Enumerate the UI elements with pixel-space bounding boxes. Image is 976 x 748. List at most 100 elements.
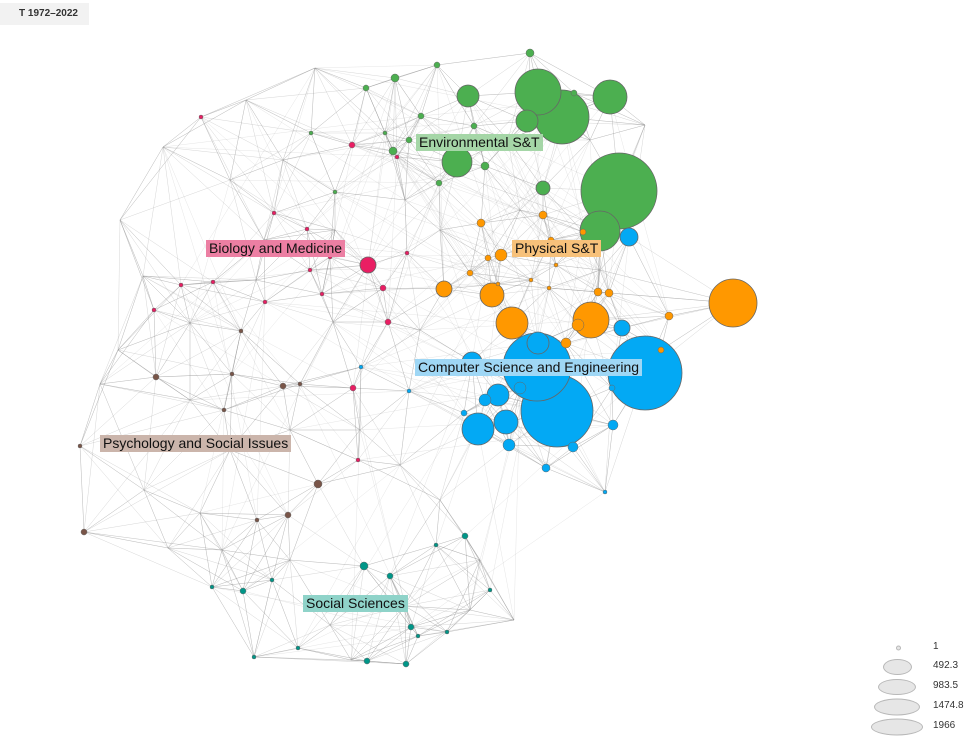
network-edge	[500, 209, 521, 256]
network-node-env	[592, 79, 628, 115]
network-edge	[282, 159, 308, 230]
network-edge	[410, 589, 491, 628]
network-edge	[282, 159, 336, 231]
legend-label: 1966	[933, 720, 956, 731]
network-edge	[367, 264, 389, 323]
network-edge	[240, 330, 301, 385]
network-edge	[365, 87, 386, 134]
network-edge	[351, 87, 367, 146]
network-edge	[321, 132, 386, 295]
network-edge	[500, 214, 544, 256]
network-edge	[245, 99, 406, 201]
network-node-soc	[363, 657, 371, 665]
network-edge	[321, 293, 389, 323]
network-edge	[405, 631, 448, 665]
legend-label: 1	[933, 641, 939, 652]
network-edge	[519, 209, 552, 241]
network-edge	[289, 483, 319, 561]
network-edge	[351, 144, 440, 184]
network-edge	[351, 144, 521, 211]
network-edge	[519, 209, 584, 233]
network-edge	[212, 281, 266, 303]
network-edge	[242, 519, 258, 592]
network-edge	[352, 387, 359, 461]
network-node-soc	[295, 645, 301, 651]
network-node-soc	[444, 629, 450, 635]
network-edge	[351, 144, 394, 152]
network-edge	[542, 139, 591, 189]
network-edge	[572, 446, 606, 493]
network-edge	[289, 429, 319, 485]
network-edge	[231, 301, 266, 375]
network-edge	[180, 264, 369, 286]
network-edge	[273, 159, 284, 214]
network-edge	[542, 214, 552, 241]
network-edge	[508, 444, 606, 493]
network-edge	[404, 199, 441, 231]
network-edge	[389, 361, 473, 577]
network-edge	[467, 95, 599, 293]
network-edge	[367, 77, 396, 266]
network-node-env	[433, 61, 441, 69]
network-edge	[229, 132, 312, 181]
network-edge	[299, 383, 361, 431]
network-edge	[332, 264, 369, 323]
network-edge	[99, 309, 155, 385]
network-edge	[310, 132, 336, 193]
network-edge	[231, 373, 301, 385]
network-edge	[240, 301, 266, 332]
network-edge	[119, 219, 214, 283]
network-edge	[439, 229, 471, 274]
network-edge	[223, 383, 301, 411]
network-node-psy	[80, 528, 88, 536]
network-edge	[500, 254, 532, 281]
network-edge	[332, 321, 354, 389]
network-edge	[545, 424, 614, 469]
network-edge	[142, 275, 354, 389]
network-edge	[419, 315, 670, 331]
network-edge	[264, 301, 334, 323]
network-node-bio	[359, 256, 377, 274]
network-node-soc	[251, 654, 257, 660]
network-edge	[360, 329, 421, 368]
network-edge	[212, 281, 359, 461]
network-node-cs	[358, 364, 364, 370]
network-edge	[289, 483, 319, 561]
network-edge	[282, 125, 475, 161]
network-edge	[189, 322, 233, 375]
network-edge	[289, 429, 359, 461]
network-edge	[484, 165, 544, 189]
network-edge	[446, 609, 471, 633]
network-edge	[417, 589, 491, 637]
network-node-env	[417, 112, 425, 120]
network-edge	[357, 429, 361, 461]
network-node-bio	[404, 250, 410, 256]
network-edge	[392, 150, 471, 274]
network-edge	[271, 514, 289, 581]
network-edge	[350, 635, 419, 661]
network-edge	[314, 67, 563, 118]
network-edge	[256, 301, 266, 521]
network-edge	[229, 99, 247, 181]
network-node-bio	[307, 267, 313, 273]
network-node-env	[382, 130, 388, 136]
network-edge	[334, 87, 367, 231]
network-edge	[360, 342, 539, 368]
network-edge	[332, 321, 362, 368]
network-edge	[332, 287, 384, 323]
network-edge	[180, 279, 257, 286]
network-edge	[365, 77, 396, 89]
network-edge	[439, 222, 482, 231]
network-edge	[229, 179, 275, 214]
network-edge	[287, 483, 319, 516]
network-edge	[199, 483, 319, 514]
network-edge	[497, 283, 550, 289]
network-edge	[79, 376, 157, 447]
network-edge	[420, 64, 438, 117]
network-edge	[513, 387, 521, 621]
network-edge	[221, 514, 289, 551]
network-edge	[321, 264, 369, 295]
network-edge	[334, 191, 406, 201]
network-edge	[565, 342, 614, 426]
network-edge	[384, 115, 422, 134]
